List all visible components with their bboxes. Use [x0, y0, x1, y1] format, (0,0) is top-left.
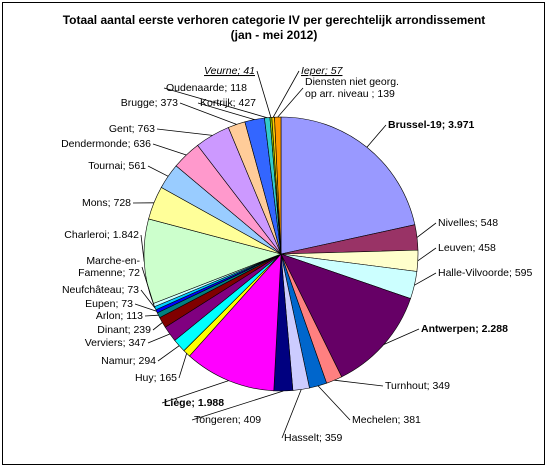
leader-line-neufchateau	[140, 289, 156, 309]
leader-line-brussel-19	[366, 124, 387, 148]
leader-line-liege	[161, 380, 229, 404]
data-label-dinant: Dinant; 239	[97, 324, 151, 336]
data-label-brugge: Brugge; 373	[121, 97, 178, 109]
slice-labels: Brussel-19; 3.971 Nivelles; 548 Leuven; 45…	[61, 65, 532, 444]
leader-line-dinant	[152, 322, 163, 331]
data-label-oudenaarde: Oudenaarde; 118	[166, 82, 247, 94]
data-label-mechelen: Mechelen; 381	[352, 414, 421, 426]
leader-line-kortrijk	[197, 102, 255, 120]
leader-line-nivelles	[416, 222, 437, 238]
leader-line-gent	[156, 128, 213, 136]
leader-line-eupen	[134, 303, 157, 312]
leader-line-diensten-niet-georg-op-arr-niveau	[277, 87, 304, 118]
data-label-namur: Namur; 294	[101, 355, 156, 367]
leader-line-ieper	[272, 70, 300, 118]
leader-line-dendermonde	[152, 143, 187, 156]
leader-line-hasselt	[281, 389, 302, 439]
leader-line-mechelen	[317, 385, 351, 421]
leader-line-brugge	[179, 102, 237, 125]
leader-line-oudenaarde	[163, 87, 268, 119]
data-label-charleroi: Charleroi; 1.842	[64, 229, 139, 241]
chart-title: Totaal aantal eerste verhoren categorie …	[63, 13, 486, 27]
leader-line-tournai	[147, 165, 169, 177]
data-label-huy: Huy; 165	[135, 372, 177, 384]
pie-slices	[143, 116, 419, 392]
leader-lines	[132, 70, 437, 439]
data-label-halle-vilvoorde: Halle-Vilvoorde; 595	[438, 267, 533, 279]
data-label-kortrijk: Kortrijk; 427	[200, 97, 256, 109]
data-label-neufchateau: Neufchâteau; 73	[62, 284, 139, 296]
data-label-hasselt: Hasselt; 359	[284, 432, 343, 444]
leader-line-namur	[157, 345, 180, 362]
leader-line-charleroi	[140, 234, 145, 262]
data-label-verviers: Verviers; 347	[85, 337, 146, 349]
data-label-dendermonde: Dendermonde; 636	[61, 138, 151, 150]
data-label-tongeren: Tongeren; 409	[194, 414, 261, 426]
data-label-mons: Mons; 728	[82, 197, 131, 209]
data-label-nivelles: Nivelles; 548	[438, 217, 498, 229]
leader-line-veurne	[256, 70, 272, 118]
data-label-arlon: Arlon; 113	[96, 310, 143, 322]
leader-line-antwerpen	[383, 328, 420, 345]
pie-slice-antwerpen	[280, 253, 411, 378]
pie-slice-diensten-niet-georg-op-arr-niveau	[274, 116, 282, 255]
data-label-brussel-19: Brussel-19; 3.971	[388, 119, 475, 131]
leader-line-huy	[178, 353, 188, 379]
data-label-liege: Liège; 1.988	[164, 397, 224, 409]
leader-line-arlon	[144, 314, 159, 317]
data-label-gent: Gent; 763	[109, 123, 155, 135]
chart-subtitle: (jan - mei 2012)	[231, 28, 318, 42]
data-label-marche-en-famenne: Marche-en-Famenne; 72	[78, 255, 140, 279]
leader-line-tongeren	[191, 390, 284, 421]
data-label-antwerpen: Antwerpen; 2.288	[421, 323, 508, 335]
leader-line-marche-en-famenne	[141, 266, 155, 306]
data-label-leuven: Leuven; 458	[438, 242, 496, 254]
data-label-veurne: Veurne; 41	[204, 65, 255, 77]
data-label-diensten-niet-georg-op-arr-niveau: Diensten niet georg. op arr. niveau ; 139	[305, 76, 399, 100]
leader-line-leuven	[417, 247, 437, 262]
leader-line-verviers	[147, 333, 170, 344]
data-label-eupen: Eupen; 73	[85, 298, 133, 310]
data-label-ieper: Ieper; 57	[301, 65, 344, 77]
data-label-turnhout: Turnhout; 349	[385, 380, 450, 392]
data-label-tournai: Tournai; 561	[88, 160, 146, 172]
leader-line-halle-vilvoorde	[414, 272, 437, 286]
leader-line-turnhout	[334, 379, 384, 387]
